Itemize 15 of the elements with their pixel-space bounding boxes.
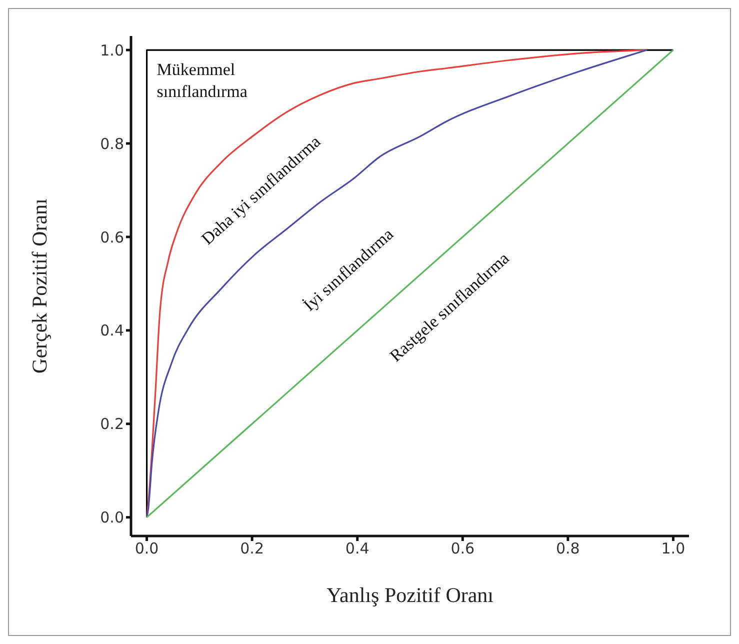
x-tick-label: 0.6	[450, 540, 475, 558]
x-tick-label: 0.4	[345, 540, 370, 558]
x-tick-label: 0.0	[134, 540, 159, 558]
y-tick-label: 1.0	[100, 41, 124, 60]
y-tick-label: 0.8	[100, 134, 124, 153]
y-tick-label: 0.6	[100, 228, 124, 246]
x-tick-label: 0.8	[556, 540, 580, 558]
y-tick-label: 0.0	[100, 508, 124, 527]
annotation: Mükemmel sınıflandırma	[156, 60, 248, 102]
y-axis-title: Gerçek Pozitif Oranı	[27, 198, 52, 374]
x-axis-title: Yanlış Pozitif Oranı	[326, 583, 494, 607]
x-tick-label: 0.2	[240, 540, 264, 558]
y-tick-label: 0.4	[100, 322, 124, 340]
x-tick-label: 1.0	[661, 540, 686, 558]
y-tick-label: 0.2	[100, 415, 124, 434]
